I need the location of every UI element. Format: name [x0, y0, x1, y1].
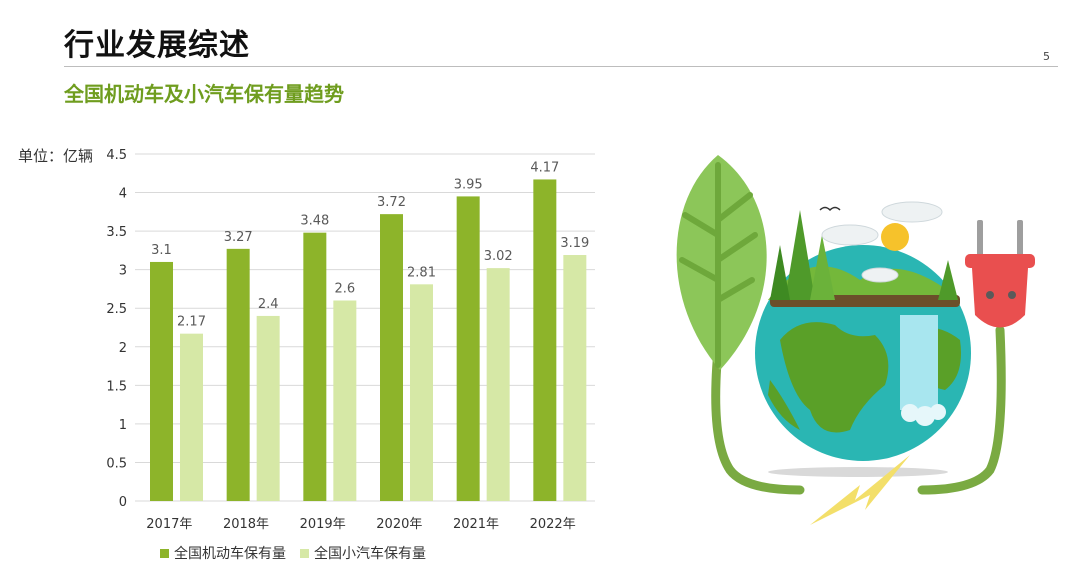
data-label: 3.02	[484, 249, 513, 264]
y-tick-label: 4	[119, 187, 127, 202]
eco-globe-illustration	[676, 155, 1035, 525]
bar-cars	[410, 284, 433, 501]
plug-body-icon	[972, 268, 1028, 328]
legend-label-motor-vehicles: 全国机动车保有量	[174, 546, 286, 562]
data-label: 3.19	[560, 236, 589, 251]
x-tick-label: 2017年	[146, 517, 192, 532]
legend-swatch-cars	[300, 548, 309, 558]
bar-motor-vehicles	[380, 214, 403, 501]
data-label: 2.4	[258, 297, 279, 312]
bar-cars	[486, 268, 510, 501]
bar-cars	[256, 315, 280, 501]
y-tick-label: 3.5	[106, 225, 127, 240]
legend-item-cars: 全国小汽车保有量	[300, 543, 426, 563]
page-title: 行业发展综述	[64, 28, 250, 63]
waterfall-foam-icon-2	[915, 406, 935, 426]
tree-icon	[785, 210, 815, 300]
bar-cars	[180, 333, 203, 501]
y-tick-label: 4.5	[106, 148, 127, 163]
y-tick-label: 3	[119, 264, 127, 279]
plug-hole-icon	[986, 291, 994, 299]
section-subtitle: 全国机动车及小汽车保有量趋势	[64, 82, 344, 106]
cloud-icon-3	[861, 267, 899, 283]
leaf-icon	[676, 155, 767, 370]
y-tick-label: 2	[119, 341, 127, 356]
plug-hole-icon-2	[1008, 291, 1016, 299]
tree-icon-3	[770, 245, 790, 300]
chart-legend: 全国机动车保有量 全国小汽车保有量	[160, 543, 426, 563]
bar-cars	[563, 255, 587, 501]
unit-label: 单位：亿辆	[18, 147, 94, 165]
title-divider	[64, 66, 1058, 67]
cloud-icon-2	[881, 201, 943, 223]
bar-chart: 0 0.5 1 1.5 2 2.5 3 3.5 4 4.5 3.1 2.17 2017年 3.27 2.4 2…	[106, 148, 595, 532]
waterfall-foam-icon	[901, 404, 919, 422]
plug-prong-icon-2	[1017, 220, 1023, 256]
x-tick-label: 2018年	[223, 517, 269, 532]
y-tick-label: 0	[119, 495, 127, 510]
bar-motor-vehicles	[456, 196, 480, 501]
tree-icon-2	[810, 235, 835, 300]
data-label: 2.6	[334, 282, 355, 297]
x-tick-label: 2021年	[453, 517, 499, 532]
tree-icon-4	[938, 260, 958, 300]
bar-motor-vehicles	[150, 261, 173, 501]
continent-icon	[780, 322, 889, 433]
lightning-icon	[810, 455, 910, 525]
plug-icon	[965, 254, 1035, 268]
bar-motor-vehicles	[303, 232, 327, 502]
bar-motor-vehicles	[226, 248, 250, 501]
legend-swatch-motor-vehicles	[160, 548, 169, 558]
y-tick-label: 2.5	[106, 302, 127, 317]
waterfall-foam-icon-3	[930, 404, 946, 420]
data-label: 3.48	[300, 214, 329, 229]
continent-icon-3	[768, 380, 800, 430]
data-label: 2.17	[177, 315, 206, 330]
data-label: 3.1	[151, 243, 172, 258]
data-label: 3.72	[377, 195, 406, 210]
page-number: 5	[1043, 50, 1050, 63]
leaf-vein-icon	[679, 162, 758, 368]
legend-label-cars: 全国小汽车保有量	[314, 546, 426, 562]
plug-cable-icon	[917, 325, 1006, 495]
waterfall-icon	[900, 315, 938, 410]
y-tick-label: 1	[119, 418, 127, 433]
y-tick-label: 1.5	[106, 379, 127, 394]
x-tick-label: 2020年	[376, 517, 422, 532]
bird-icon	[819, 206, 841, 212]
x-tick-label: 2019年	[300, 517, 346, 532]
ground-shadow	[768, 467, 948, 477]
data-label: 3.27	[224, 230, 253, 245]
cloud-icon	[821, 224, 879, 246]
leaf-stem-icon	[711, 345, 805, 495]
legend-item-motor-vehicles: 全国机动车保有量	[160, 543, 286, 563]
y-tick-label: 0.5	[106, 456, 127, 471]
bar-motor-vehicles	[533, 179, 557, 502]
x-tick-label: 2022年	[530, 517, 576, 532]
data-label: 4.17	[530, 160, 559, 175]
data-label: 2.81	[407, 265, 436, 280]
sun-icon	[881, 223, 909, 251]
plug-prong-icon	[977, 220, 983, 256]
data-label: 3.95	[454, 177, 483, 192]
bar-cars	[333, 300, 357, 501]
